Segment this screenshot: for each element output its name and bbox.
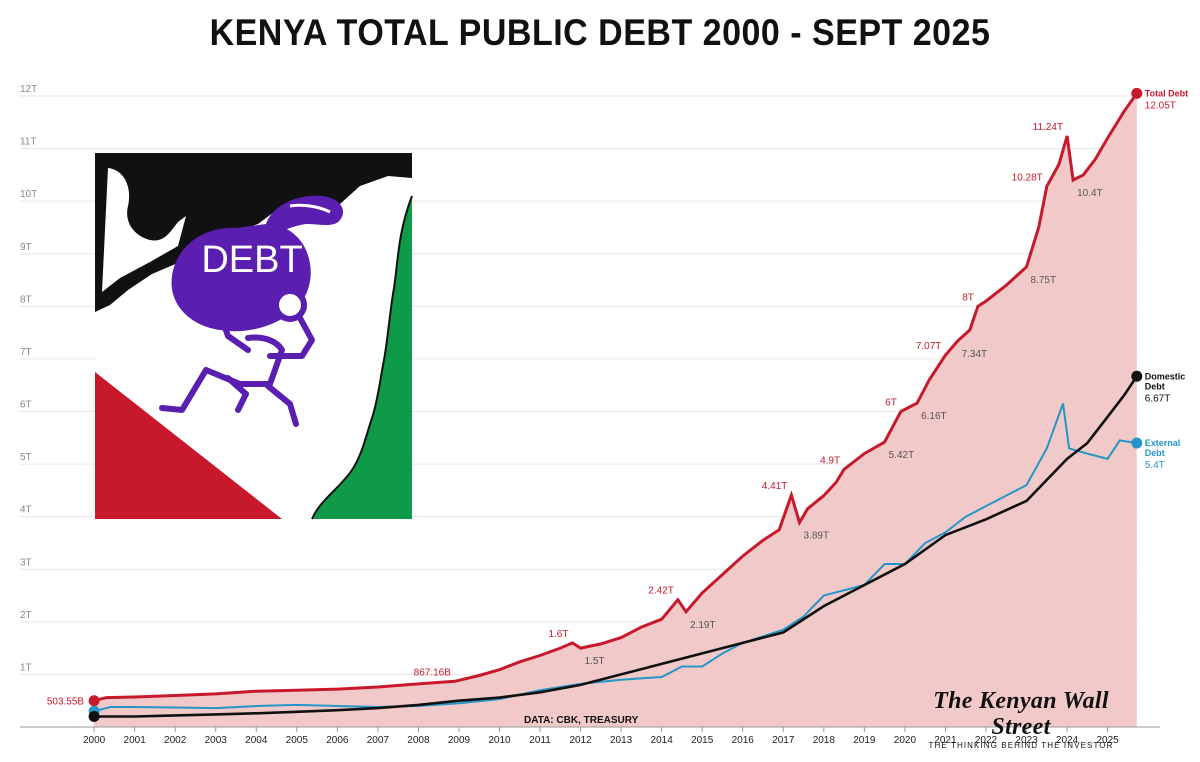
x-tick-label: 2012 <box>569 735 592 746</box>
series-name-label: Debt <box>1145 448 1165 458</box>
person-figure-icon <box>159 287 315 427</box>
total-debt-annotation: 10.28T <box>1012 172 1043 183</box>
bag-tie-detail-icon <box>289 203 331 214</box>
series-end-value: 6.67T <box>1145 393 1171 404</box>
x-tick-label: 2005 <box>286 735 309 746</box>
logo-debt-text: DEBT <box>201 239 302 281</box>
total-debt-annotation: 5.42T <box>889 450 915 461</box>
x-tick-label: 2022 <box>975 735 998 746</box>
x-tick-label: 2008 <box>407 735 430 746</box>
x-tick-label: 2013 <box>610 735 633 746</box>
x-tick-label: 2010 <box>488 735 511 746</box>
brand-tagline: THE THINKING BEHIND THE INVESTOR <box>928 741 1114 750</box>
total-debt-annotation: 8T <box>962 292 974 303</box>
brand-logo: The Kenyan Wall Street THE THINKING BEHI… <box>905 688 1137 750</box>
x-tick-label: 2004 <box>245 735 268 746</box>
x-tick-label: 2003 <box>205 735 228 746</box>
total-debt-annotation: 11.24T <box>1033 122 1063 133</box>
total-debt-annotation: 867.16B <box>414 667 452 678</box>
x-tick-label: 2006 <box>326 735 349 746</box>
series-end-marker <box>1131 370 1143 382</box>
series-end-marker <box>1131 87 1143 99</box>
total-debt-annotation: 7.07T <box>916 341 942 352</box>
x-tick-label: 2019 <box>853 735 876 746</box>
x-tick-label: 2014 <box>651 735 674 746</box>
total-debt-annotation: 10.4T <box>1077 188 1103 199</box>
black-band-icon <box>95 153 412 312</box>
y-tick-label: 8T <box>20 294 32 305</box>
domestic-debt-line <box>94 375 1138 718</box>
x-tick-label: 2021 <box>934 735 957 746</box>
series-start-marker <box>88 710 100 722</box>
y-tick-label: 12T <box>20 84 37 95</box>
x-tick-label: 2000 <box>83 735 106 746</box>
y-tick-label: 5T <box>20 452 32 463</box>
total-debt-annotation: 6T <box>885 398 897 409</box>
x-tick-label: 2025 <box>1096 735 1119 746</box>
x-tick-label: 2007 <box>367 735 390 746</box>
x-tick-label: 2011 <box>529 735 551 746</box>
x-tick-label: 2016 <box>732 735 755 746</box>
total-debt-annotation: 2.42T <box>648 586 674 597</box>
total-debt-annotation: 4.9T <box>820 455 840 466</box>
y-tick-label: 7T <box>20 347 32 358</box>
series-end-marker <box>1131 437 1143 449</box>
x-tick-label: 2017 <box>772 735 795 746</box>
white-cutout-icon <box>102 168 186 292</box>
brand-name: The Kenyan Wall Street <box>933 688 1109 740</box>
total-debt-area <box>94 93 1137 727</box>
series-end-value: 12.05T <box>1145 100 1176 111</box>
y-tick-label: 2T <box>20 610 32 621</box>
debt-logo: DEBT <box>95 153 413 520</box>
x-tick-label: 2002 <box>164 735 187 746</box>
total-debt-annotation: 3.89T <box>803 530 829 541</box>
y-tick-label: 3T <box>20 557 32 568</box>
y-axis-ticks: 1T 2T 3T 4T 5T 6T 7T 8T 9T 10T 11T 12T <box>20 84 37 673</box>
x-tick-label: 2023 <box>1015 735 1038 746</box>
total-debt-annotation: 1.5T <box>585 656 605 667</box>
x-tick-label: 2020 <box>894 735 917 746</box>
y-tick-label: 10T <box>20 189 37 200</box>
y-tick-label: 6T <box>20 400 32 411</box>
total-debt-annotation: 8.75T <box>1031 275 1057 286</box>
map-outline-icon <box>311 195 413 520</box>
red-band-icon <box>95 372 282 519</box>
total-debt-annotation: 1.6T <box>548 629 568 640</box>
x-tick-label: 2018 <box>813 735 836 746</box>
total-debt-annotation: 503.55B <box>47 697 85 708</box>
green-band-icon <box>312 196 412 519</box>
y-tick-label: 11T <box>20 137 37 148</box>
series-start-marker <box>88 695 100 707</box>
series-end-markers: Total Debt12.05TDomesticDebt6.67TExterna… <box>88 87 1188 722</box>
total-debt-annotation: 7.34T <box>962 349 988 360</box>
x-tick-label: 2009 <box>448 735 471 746</box>
series-name-label: Domestic <box>1145 371 1186 381</box>
series-name-label: Debt <box>1145 381 1165 391</box>
page-title: KENYA TOTAL PUBLIC DEBT 2000 - SEPT 2025 <box>209 12 991 54</box>
total-debt-line <box>93 92 1139 703</box>
x-tick-label: 2001 <box>124 735 147 746</box>
total-debt-annotations: 503.55B 867.16B 1.6T 1.5T 2.42T 2.19T 4.41T 3.8… <box>47 122 1103 708</box>
x-tick-label: 2024 <box>1056 735 1079 746</box>
x-tick-label: 2015 <box>691 735 714 746</box>
data-source: DATA: CBK, TREASURY <box>524 715 639 726</box>
y-tick-label: 9T <box>20 242 32 253</box>
total-debt-annotation: 4.41T <box>762 481 788 492</box>
x-axis-ticks: 2000 2001 2002 2003 2004 2005 2006 2007 2008 2009… <box>83 727 1119 746</box>
total-debt-annotation: 6.16T <box>921 411 947 422</box>
y-tick-label: 1T <box>20 662 32 673</box>
series-name-label: External <box>1145 438 1181 448</box>
y-tick-label: 4T <box>20 505 32 516</box>
total-debt-annotation: 2.19T <box>690 620 716 631</box>
bag-tie-icon <box>266 195 344 236</box>
series-name-label: Total Debt <box>1145 88 1188 98</box>
series-end-value: 5.4T <box>1145 460 1165 471</box>
